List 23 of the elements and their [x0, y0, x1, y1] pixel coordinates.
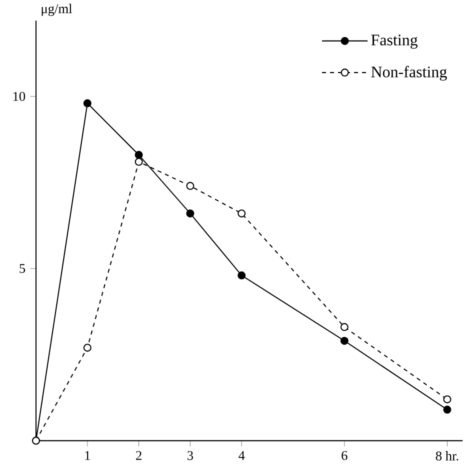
- x-tick-label: 8 hr.: [436, 451, 458, 461]
- point: [443, 406, 452, 414]
- x-tick-label: 2: [136, 451, 142, 460]
- x-tick-label: 1: [85, 451, 90, 460]
- point: [134, 150, 143, 159]
- point: [134, 158, 143, 166]
- point: [443, 395, 452, 404]
- legend-label: Fasting: [371, 34, 418, 49]
- x-tick-label: 6: [342, 451, 348, 460]
- y-tick-label: 5: [20, 264, 26, 273]
- point: [340, 336, 348, 345]
- point: [238, 209, 246, 218]
- point: [340, 323, 348, 332]
- legend-label: Non-fasting: [371, 66, 447, 81]
- y-tick-label: 10: [13, 92, 26, 101]
- y-axis-title: μg/ml: [42, 4, 72, 16]
- point: [186, 209, 194, 218]
- x-tick-label: 4: [238, 451, 245, 460]
- x-tick-label: 3: [188, 451, 194, 460]
- point: [238, 271, 246, 280]
- point: [83, 99, 92, 108]
- point: [186, 182, 194, 190]
- point: [83, 344, 92, 352]
